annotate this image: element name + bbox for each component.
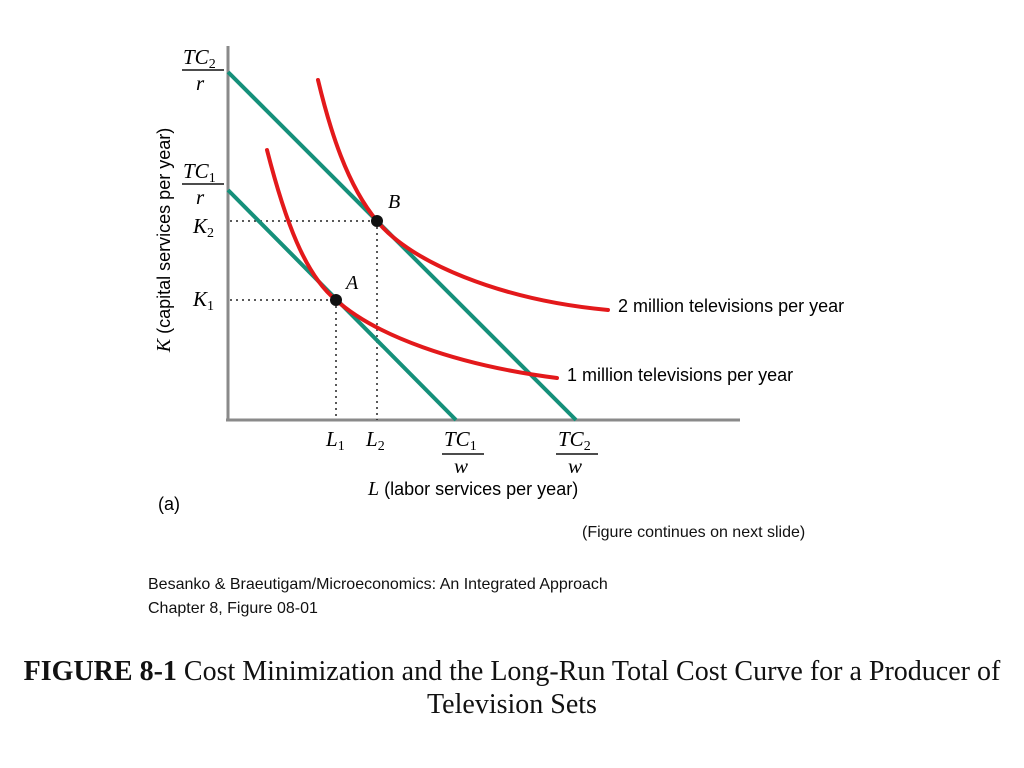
tc1-r-numerator: TC — [183, 159, 210, 183]
x-tick-l1: L1 — [325, 427, 345, 454]
svg-text:TC1: TC1 — [444, 427, 477, 454]
y-tick-k1: K1 — [192, 287, 214, 314]
x-tick-tc1-over-w: TC1 w — [442, 427, 484, 478]
source-citation-line1: Besanko & Braeutigam/Microeconomics: An … — [148, 576, 608, 593]
guide-lines — [230, 220, 378, 420]
svg-text:TC2: TC2 — [183, 45, 216, 72]
tc1-w-denominator: w — [454, 454, 468, 478]
isoquant-2-million — [316, 78, 610, 312]
tc2-r-denominator: r — [196, 71, 205, 95]
point-a-label: A — [344, 272, 359, 294]
panel-label: (a) — [158, 494, 180, 514]
tc2-r-subscript: 2 — [209, 57, 216, 72]
tangency-points — [330, 215, 383, 306]
figure-title: Cost Minimization and the Long-Run Total… — [176, 656, 1001, 720]
isoquant-1-million — [265, 148, 559, 380]
svg-text:TC2: TC2 — [558, 427, 591, 454]
tc1-w-subscript: 1 — [470, 439, 477, 454]
isoquant-2-label: 2 million televisions per year — [618, 296, 844, 316]
tc2-w-denominator: w — [568, 454, 582, 478]
figure-continues-note: (Figure continues on next slide) — [582, 524, 806, 541]
figure-caption: FIGURE 8-1 Cost Minimization and the Lon… — [0, 655, 1024, 721]
point-a-marker — [330, 294, 342, 306]
axes — [226, 46, 740, 422]
figure-number: FIGURE 8-1 — [23, 656, 177, 687]
tc2-w-subscript: 2 — [584, 439, 591, 454]
tc1-r-denominator: r — [196, 185, 205, 209]
isoquants — [265, 78, 610, 380]
tc2-r-numerator: TC — [183, 45, 210, 69]
svg-text:TC1: TC1 — [183, 159, 216, 186]
point-b-marker — [371, 215, 383, 227]
tc1-r-subscript: 1 — [209, 171, 216, 186]
source-citation-line2: Chapter 8, Figure 08-01 — [148, 600, 318, 617]
tc2-w-numerator: TC — [558, 427, 585, 451]
tc1-w-numerator: TC — [444, 427, 471, 451]
y-tick-tc2-over-r: TC2 r — [182, 45, 224, 95]
y-tick-k2: K2 — [192, 214, 214, 241]
x-tick-l2: L2 — [365, 427, 385, 454]
x-axis-label: L (labor services per year) — [367, 478, 578, 500]
y-axis-label: K (capital services per year) — [153, 128, 175, 353]
isoquant-1-label: 1 million televisions per year — [567, 365, 793, 385]
cost-minimization-diagram: B A 2 million televisions per year 1 mil… — [153, 45, 844, 514]
point-b-label: B — [388, 191, 400, 213]
y-tick-tc1-over-r: TC1 r — [182, 159, 224, 209]
x-tick-tc2-over-w: TC2 w — [556, 427, 598, 478]
